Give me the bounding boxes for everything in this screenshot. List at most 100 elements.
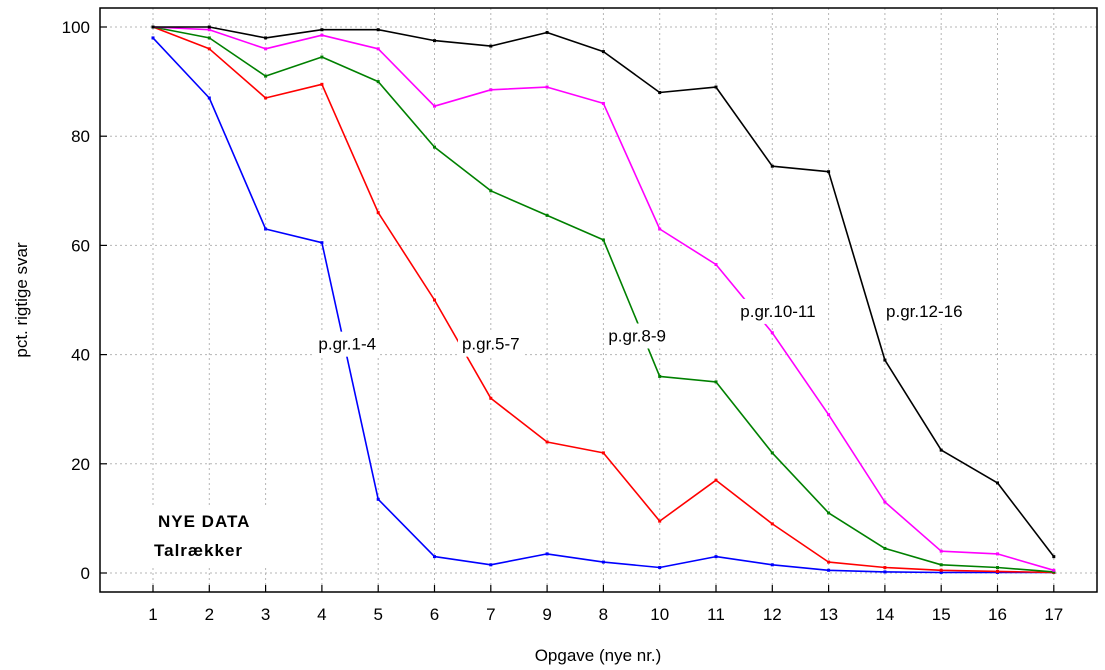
x-tick-label: 2 — [205, 605, 214, 624]
data-point — [714, 263, 718, 267]
series-label-2: p.gr.5-7 — [462, 335, 520, 354]
data-point — [207, 96, 211, 100]
data-point — [658, 519, 662, 523]
data-point — [151, 25, 155, 29]
x-tick-label: 3 — [261, 605, 270, 624]
annotation-nye-data: NYE DATA — [158, 512, 250, 531]
x-tick-label: 5 — [373, 605, 382, 624]
x-axis-title: Opgave (nye nr.) — [535, 646, 662, 665]
data-point — [545, 440, 549, 444]
annotation-background — [152, 505, 280, 565]
data-point — [939, 448, 943, 452]
data-point — [1052, 570, 1056, 574]
data-point — [996, 566, 999, 570]
data-point — [601, 50, 605, 54]
x-tick-labels: 1 2 3 4 5 6 7 9 8 10 11 12 13 14 15 16 17 — [148, 605, 1063, 624]
data-point — [433, 145, 436, 149]
data-point — [658, 91, 662, 95]
series-label-4: p.gr.10-11 — [740, 302, 815, 321]
data-point — [320, 82, 324, 86]
data-point — [939, 549, 943, 553]
data-point — [939, 570, 943, 574]
data-point — [658, 227, 662, 231]
series-label-background — [736, 298, 820, 324]
data-point — [939, 563, 943, 567]
x-tick-label: 7 — [486, 605, 495, 624]
data-point — [376, 28, 380, 32]
data-point — [827, 560, 831, 564]
data-point — [207, 47, 211, 51]
data-point — [433, 39, 436, 43]
data-point — [714, 85, 718, 89]
data-point — [996, 552, 999, 556]
data-point — [770, 522, 774, 526]
data-point — [207, 28, 211, 32]
series-label-background — [457, 331, 524, 357]
data-point — [996, 481, 999, 485]
data-point — [827, 568, 831, 572]
data-point — [545, 85, 549, 89]
data-point — [376, 211, 380, 215]
data-point — [714, 478, 718, 482]
y-tick-label: 100 — [62, 18, 90, 37]
data-point — [320, 55, 324, 59]
data-point — [320, 241, 324, 245]
x-tick-label: 12 — [763, 605, 782, 624]
data-point — [376, 497, 380, 501]
data-point — [433, 298, 436, 302]
x-tick-label: 9 — [542, 605, 551, 624]
data-point — [264, 47, 268, 51]
series-lines — [151, 25, 1056, 574]
data-point — [714, 380, 718, 384]
data-point — [545, 552, 549, 556]
x-tick-label: 10 — [650, 605, 669, 624]
data-point — [827, 413, 831, 417]
x-tick-label: 11 — [707, 605, 725, 624]
data-point — [883, 500, 887, 504]
data-point — [770, 451, 774, 455]
data-point — [207, 25, 211, 29]
data-point — [207, 36, 211, 40]
data-point — [264, 36, 268, 40]
data-point — [770, 563, 774, 567]
series-label-background — [314, 331, 381, 357]
series-label-background — [604, 323, 671, 349]
x-tick-label: 6 — [430, 605, 439, 624]
data-point — [1052, 555, 1056, 559]
y-tick-labels: 0 20 40 60 80 100 — [62, 18, 90, 583]
data-point — [939, 568, 943, 572]
data-point — [601, 451, 605, 455]
data-point — [770, 331, 774, 335]
data-point — [770, 164, 774, 168]
annotation-talraekker: Talrækker — [154, 541, 243, 560]
x-tick-label: 4 — [317, 605, 326, 624]
data-point — [714, 555, 718, 559]
data-point — [827, 511, 831, 515]
data-point — [376, 80, 380, 84]
data-point — [545, 30, 549, 34]
y-axis-title: pct. rigtige svar — [12, 242, 31, 358]
data-point — [264, 96, 268, 100]
data-point — [658, 566, 662, 570]
plot-frame — [99, 7, 1098, 593]
data-point — [489, 396, 493, 400]
data-point — [433, 104, 436, 108]
y-tick-label: 20 — [71, 455, 90, 474]
series-label-3: p.gr.8-9 — [608, 326, 666, 345]
x-tick-label: 15 — [932, 605, 951, 624]
data-point — [320, 28, 324, 32]
data-point — [489, 88, 493, 92]
data-point — [658, 374, 662, 378]
data-point — [1052, 568, 1056, 572]
series-label-background — [882, 298, 967, 324]
x-tick-label: 16 — [988, 605, 1007, 624]
axes — [99, 7, 1098, 593]
y-tick-label: 0 — [81, 564, 90, 583]
x-tick-label: 14 — [875, 605, 894, 624]
x-tick-label: 13 — [819, 605, 838, 624]
series-label-1: p.gr.1-4 — [318, 335, 376, 354]
data-point — [996, 569, 999, 573]
data-point — [883, 358, 887, 362]
data-point — [264, 227, 268, 231]
